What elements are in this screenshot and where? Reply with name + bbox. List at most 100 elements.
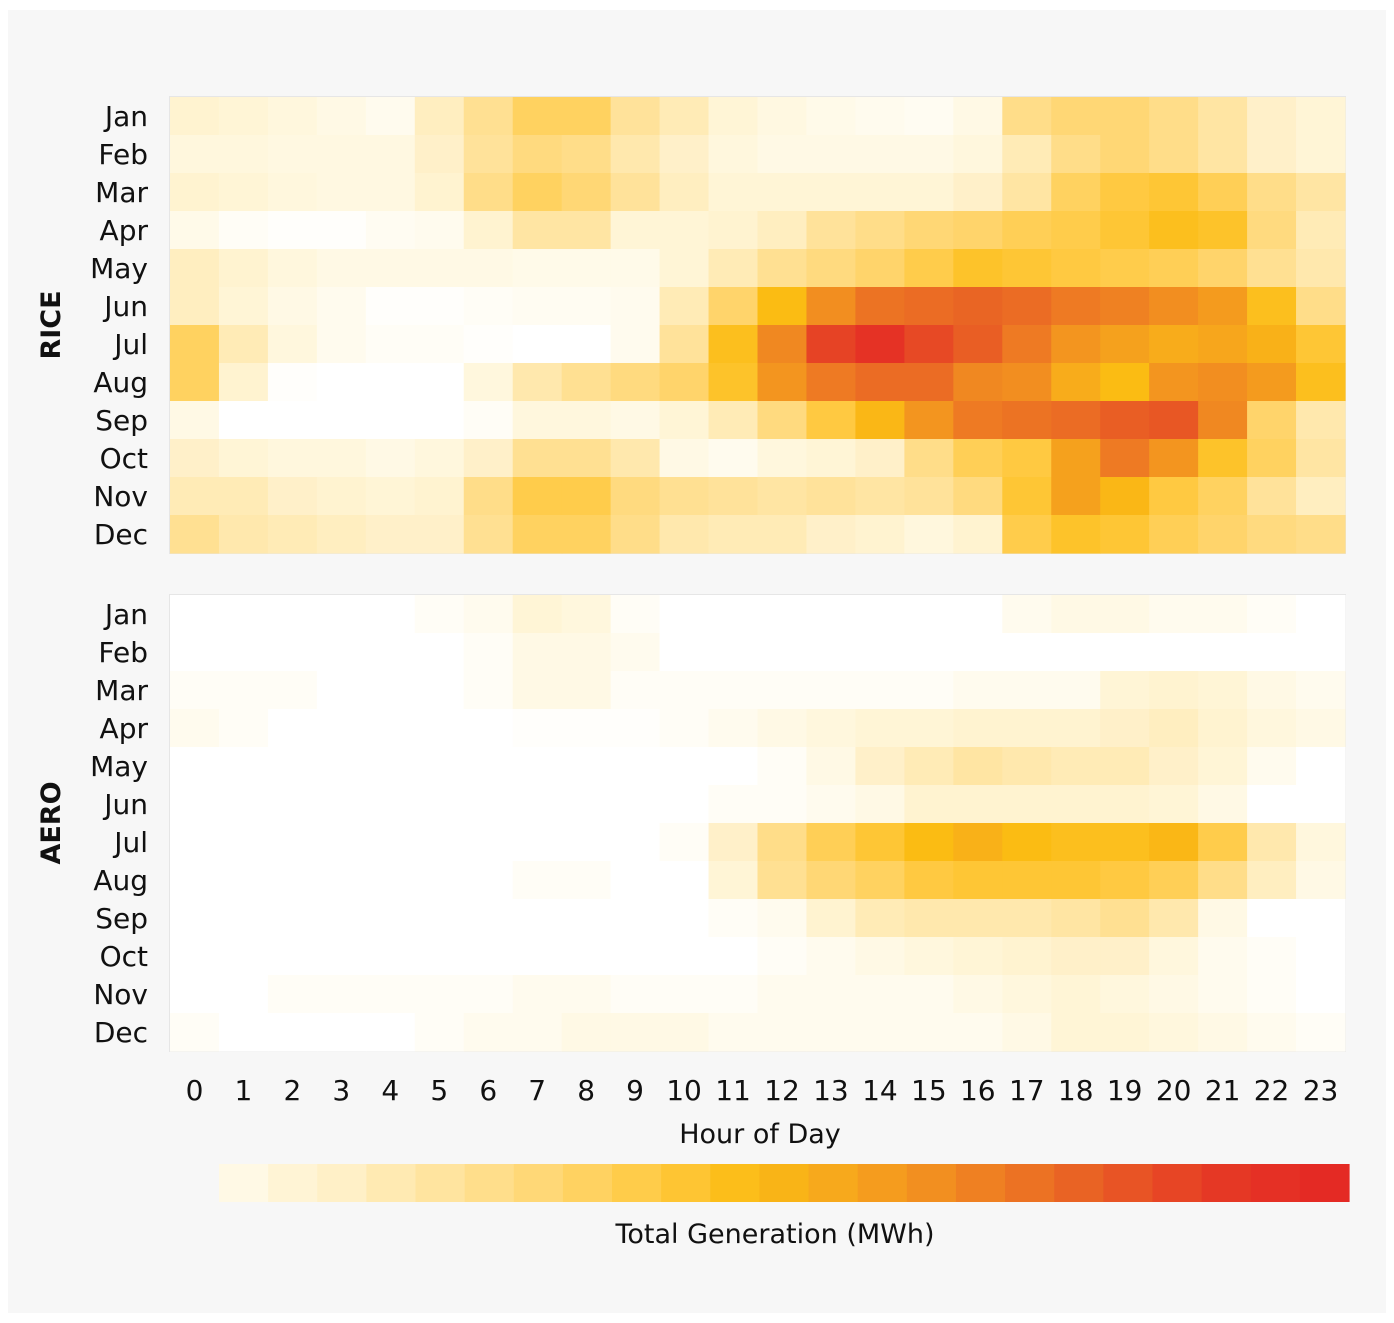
heatmap-cell bbox=[1296, 477, 1346, 516]
heatmap-cell bbox=[806, 135, 857, 174]
heatmap-cell bbox=[1100, 595, 1150, 634]
heatmap-cell bbox=[757, 249, 808, 288]
heatmap-cell bbox=[953, 899, 1003, 938]
heatmap-cell bbox=[806, 633, 857, 672]
heatmap-cell bbox=[1247, 477, 1297, 516]
heatmap-cell bbox=[463, 249, 514, 288]
heatmap-cell bbox=[512, 173, 563, 212]
heatmap-cell bbox=[512, 709, 563, 748]
heatmap-cell bbox=[1002, 1013, 1052, 1052]
panel-label: RICE bbox=[36, 290, 67, 359]
heatmap-cell bbox=[414, 97, 465, 136]
heatmap-cell bbox=[953, 97, 1003, 136]
heatmap-cell bbox=[953, 747, 1003, 786]
heatmap-cell bbox=[708, 899, 759, 938]
y-tick-label: Nov bbox=[93, 480, 148, 513]
heatmap-cell bbox=[904, 1013, 954, 1052]
heatmap-cell bbox=[1198, 173, 1248, 212]
heatmap-cell bbox=[806, 401, 857, 440]
heatmap-cell bbox=[610, 709, 661, 748]
x-tick-label: 19 bbox=[1107, 1074, 1143, 1107]
heatmap-cell bbox=[316, 477, 367, 516]
heatmap-cell bbox=[1247, 515, 1297, 554]
heatmap-cell bbox=[1002, 97, 1052, 136]
heatmap-cell bbox=[855, 747, 905, 786]
heatmap-cell bbox=[1296, 823, 1346, 862]
heatmap-cell bbox=[170, 515, 220, 554]
heatmap-cell bbox=[757, 899, 808, 938]
heatmap-cell bbox=[757, 861, 808, 900]
heatmap-cell bbox=[953, 287, 1003, 326]
heatmap-cell bbox=[1002, 401, 1052, 440]
heatmap-cell bbox=[561, 671, 612, 710]
heatmap-cell bbox=[218, 211, 269, 250]
heatmap-cell bbox=[904, 747, 954, 786]
heatmap-cell bbox=[316, 97, 367, 136]
heatmap-cell bbox=[855, 515, 905, 554]
heatmap-cell bbox=[1247, 937, 1297, 976]
heatmap-cell bbox=[855, 287, 905, 326]
x-tick-label: 9 bbox=[626, 1074, 644, 1107]
heatmap-cell bbox=[659, 363, 710, 402]
heatmap-cell bbox=[659, 747, 710, 786]
heatmap-cell bbox=[659, 595, 710, 634]
x-tick-label: 13 bbox=[813, 1074, 849, 1107]
heatmap-cell bbox=[1149, 287, 1199, 326]
heatmap-cell bbox=[1149, 173, 1199, 212]
heatmap-cell bbox=[855, 937, 905, 976]
heatmap-cell bbox=[1198, 937, 1248, 976]
heatmap-cell bbox=[1198, 899, 1248, 938]
heatmap-cell bbox=[1051, 937, 1101, 976]
heatmap-cell bbox=[414, 975, 465, 1014]
heatmap-cell bbox=[1051, 325, 1101, 364]
panel-rice: Jan Feb Mar Apr May Jun Jul Aug Sep Oct Nov Dec RICE bbox=[36, 96, 1346, 554]
heatmap-cell bbox=[1296, 861, 1346, 900]
heatmap-cell bbox=[757, 671, 808, 710]
heatmap-cell bbox=[1247, 325, 1297, 364]
heatmap-cell bbox=[806, 595, 857, 634]
heatmap-cell bbox=[708, 747, 759, 786]
heatmap-cell bbox=[904, 211, 954, 250]
heatmap-cell bbox=[806, 249, 857, 288]
heatmap-cell bbox=[512, 439, 563, 478]
heatmap-cell bbox=[855, 249, 905, 288]
heatmap-cell bbox=[1198, 477, 1248, 516]
heatmap-cell bbox=[1198, 975, 1248, 1014]
heatmap-cell bbox=[1100, 633, 1150, 672]
heatmap-cell bbox=[904, 785, 954, 824]
y-tick-label: Sep bbox=[95, 404, 148, 437]
heatmap-cell bbox=[1296, 439, 1346, 478]
heatmap-cell bbox=[170, 401, 220, 440]
heatmap-cell bbox=[1149, 823, 1199, 862]
heatmap-cell bbox=[1247, 211, 1297, 250]
heatmap-cell bbox=[414, 937, 465, 976]
heatmap-cell bbox=[1247, 135, 1297, 174]
heatmap-cell bbox=[1198, 211, 1248, 250]
heatmap-cell bbox=[512, 785, 563, 824]
heatmap-cell bbox=[953, 401, 1003, 440]
heatmap-cell bbox=[512, 515, 563, 554]
y-tick-label: Apr bbox=[100, 214, 149, 247]
heatmap-cell bbox=[708, 325, 759, 364]
heatmap-cell bbox=[561, 249, 612, 288]
heatmap-cell bbox=[463, 671, 514, 710]
heatmap-cell bbox=[365, 671, 416, 710]
heatmap-cell bbox=[1149, 401, 1199, 440]
heatmap-cell bbox=[561, 785, 612, 824]
heatmap-cell bbox=[561, 173, 612, 212]
heatmap-cell bbox=[708, 477, 759, 516]
heatmap-cell bbox=[218, 747, 269, 786]
heatmap-cell bbox=[170, 823, 220, 862]
heatmap-cell bbox=[1296, 135, 1346, 174]
heatmap-cell bbox=[463, 975, 514, 1014]
x-tick-label: 0 bbox=[186, 1074, 204, 1107]
x-tick-label: 10 bbox=[666, 1074, 702, 1107]
heatmap-cell bbox=[365, 477, 416, 516]
heatmap-cell bbox=[170, 173, 220, 212]
heatmap-cell bbox=[267, 899, 318, 938]
heatmap-cell bbox=[610, 747, 661, 786]
heatmap-cell bbox=[267, 401, 318, 440]
heatmap-cell bbox=[1149, 325, 1199, 364]
heatmap-cell bbox=[1051, 287, 1101, 326]
heatmap-cell bbox=[708, 633, 759, 672]
